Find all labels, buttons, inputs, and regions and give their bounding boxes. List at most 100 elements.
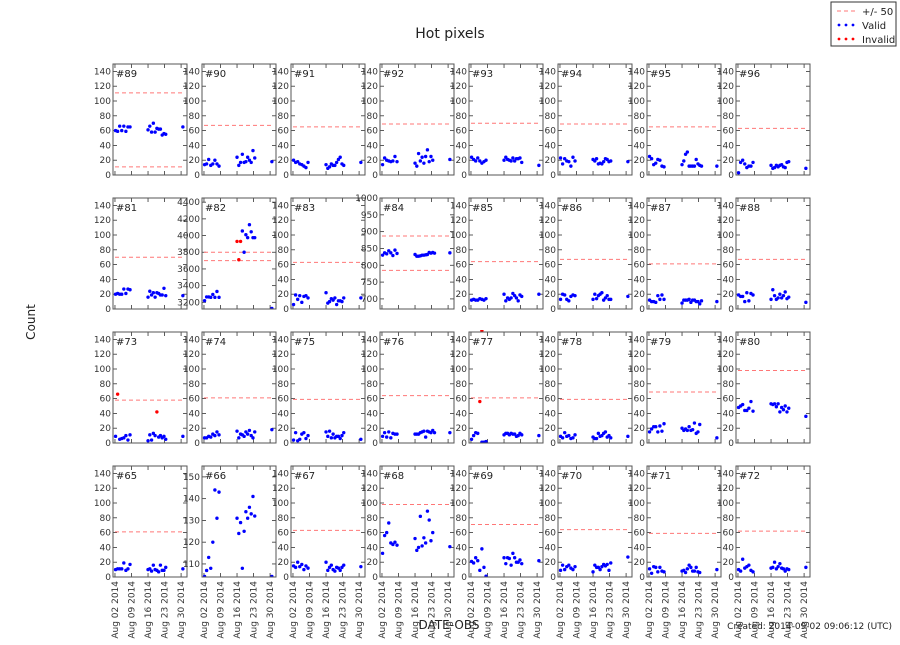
valid-point [774,405,779,409]
invalid-point [478,399,482,404]
valid-point [778,410,782,414]
y-tick-label: 120 [539,350,556,360]
subplot-label: #95 [650,69,671,80]
valid-point [747,563,751,567]
subplot-96: 0 20 40 60 80 100 120 140 #96 [717,63,811,181]
y-tick-label: 60 [456,261,468,271]
valid-point [699,299,704,303]
y-tick-label: 100 [450,499,467,509]
subplot-label: #70 [561,471,582,482]
y-tick-label: 20 [189,156,201,166]
y-tick-label: 120 [272,216,289,226]
y-tick-label: 100 [361,97,378,107]
valid-point [537,292,541,296]
plot-area [736,64,810,175]
plot-content [291,126,363,171]
y-tick-label: 80 [100,514,112,524]
plot-area [202,466,276,577]
valid-point [122,124,126,128]
plot-content [202,397,274,440]
valid-point [270,427,274,432]
y-tick-label: 40 [545,543,557,553]
valid-point [128,562,132,567]
plot-content [380,503,452,556]
valid-point [516,299,520,303]
y-tick-label: 60 [100,127,112,137]
subplot-label: #93 [472,69,493,80]
subplot-95: 0 20 40 60 80 100 120 140 #95 [628,63,722,181]
valid-point [380,551,385,556]
valid-point [680,301,684,305]
x-tick-label: Aug 16 2014 [411,581,421,639]
valid-point [270,574,274,577]
plot-area [469,466,543,577]
plot-frame [201,63,277,176]
valid-point [692,164,697,168]
valid-point [422,429,426,433]
valid-point [743,162,747,166]
y-tick-label: 0 [550,171,556,181]
valid-point [148,433,152,437]
y-tick-label: 120 [94,350,111,360]
y-tick-label: 150 [183,473,200,483]
x-tick-label: Aug 02 2014 [200,581,210,639]
valid-point [562,157,567,161]
subplot-92: 0 20 40 60 80 100 120 140 #92 [361,63,455,181]
valid-point [771,288,775,292]
y-tick-label: 60 [278,261,290,271]
subplot-label: #87 [650,203,671,214]
y-tick-label: 60 [723,529,735,539]
valid-point [160,293,164,297]
valid-point [324,162,328,167]
valid-point [113,434,118,439]
valid-point [162,434,166,439]
x-tick-label: Aug 23 2014 [517,581,527,639]
y-tick-label: 100 [539,499,556,509]
valid-point [235,516,239,520]
y-tick-label: 120 [183,82,200,92]
valid-point [240,229,245,233]
plot-frame [201,331,277,444]
valid-point [333,296,337,300]
y-tick-label: 80 [278,514,290,524]
subplot-86: 0 20 40 60 80 100 120 140 #86 [539,197,633,315]
valid-point [696,430,700,434]
subplot-label: #90 [205,69,226,80]
y-tick-label: 100 [272,97,289,107]
x-tick-label: Aug 30 2014 [177,581,187,639]
valid-point [237,163,241,168]
y-tick-label: 0 [283,439,289,449]
y-tick-label: 120 [361,82,378,92]
valid-point [771,565,775,570]
y-tick-label: 140 [539,469,556,479]
valid-point [359,296,363,300]
y-tick-label: 40 [545,275,557,285]
y-tick-label: 20 [545,424,557,434]
y-tick-label: 4200 [177,215,200,225]
valid-point [327,429,332,433]
plot-area [558,198,632,309]
valid-point [148,289,152,293]
valid-point [395,432,399,436]
y-axis-label: Count [24,304,38,340]
valid-point [558,156,563,160]
valid-point [153,433,157,438]
valid-point [247,223,252,227]
valid-point [804,414,808,419]
y-tick-label: 60 [723,261,735,271]
y-tick-label: 80 [278,112,290,122]
y-tick-label: 850 [361,244,378,254]
valid-point [562,293,567,297]
y-tick-label: 0 [639,439,645,449]
y-tick-label: 20 [634,156,646,166]
plot-content [380,123,452,168]
valid-point [245,432,250,436]
valid-point [422,161,426,165]
valid-point [324,291,328,295]
y-tick-label: 20 [456,424,468,434]
plot-area [291,64,365,175]
subplot-72: 0 20 40 60 80 100 120 140 Aug 02 2014 Aug 09 2014… [717,465,811,639]
y-tick-label: 20 [634,290,646,300]
plot-frame [468,331,544,444]
